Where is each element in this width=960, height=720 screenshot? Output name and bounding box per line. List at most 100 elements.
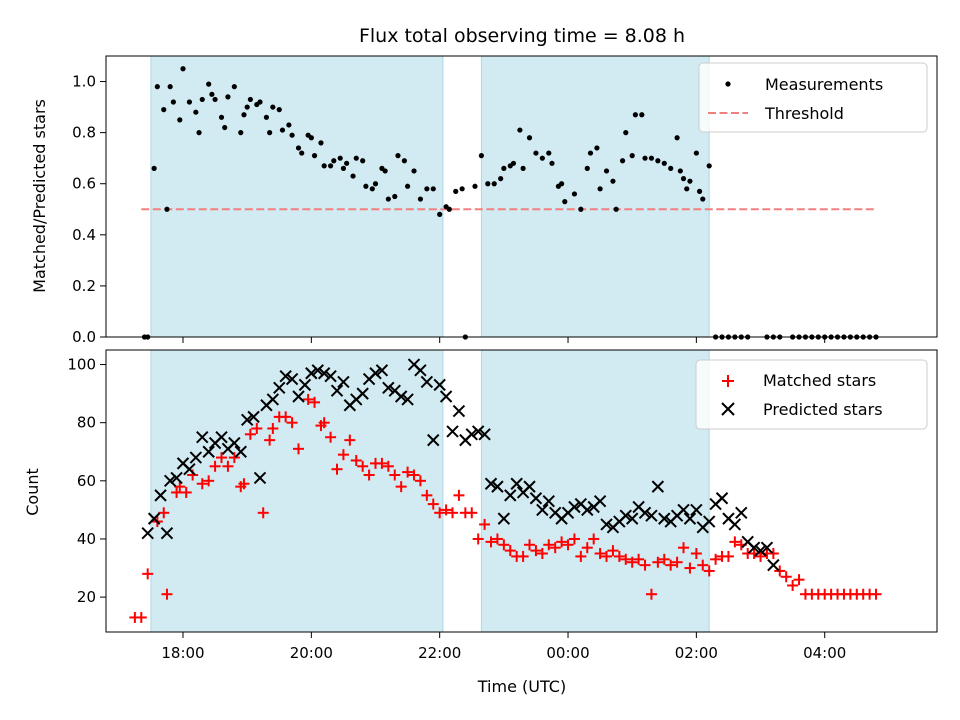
measurement-point-35 — [299, 150, 305, 156]
predicted-point-48 — [446, 425, 459, 438]
measurement-point-110 — [687, 178, 693, 184]
measurement-point-46 — [350, 173, 356, 179]
top-shaded-intervals — [150, 55, 710, 338]
predicted-point-53 — [478, 428, 491, 441]
predicted-point-93 — [735, 506, 748, 520]
matched-point-62 — [524, 539, 536, 551]
top-legend: Measurements Threshold — [698, 62, 928, 133]
measurement-point-114 — [706, 163, 712, 169]
predicted-point-95 — [747, 541, 761, 554]
predicted-point-31 — [337, 375, 350, 389]
matched-point-18 — [244, 428, 256, 440]
measurement-point-8 — [177, 117, 183, 123]
predicted-point-60 — [523, 480, 536, 493]
matched-point-6 — [171, 486, 183, 498]
matched-point-102 — [780, 571, 792, 583]
xtick-label-4: 02:00 — [675, 644, 718, 662]
bottom-ytick-label-3: 80 — [77, 414, 96, 432]
legend-threshold: Threshold — [764, 104, 844, 123]
predicted-point-71 — [593, 494, 607, 508]
predicted-point-43 — [414, 364, 427, 377]
matched-point-33 — [337, 449, 349, 461]
matched-point-49 — [440, 504, 452, 516]
matched-point-36 — [357, 460, 369, 472]
measurement-point-50 — [369, 186, 375, 192]
matched-point-21 — [264, 434, 276, 446]
measurement-point-92 — [597, 186, 603, 192]
measurement-point-44 — [340, 165, 347, 171]
matched-point-28 — [309, 396, 321, 408]
top-ytick-label-5: 1.0 — [72, 73, 96, 91]
chart-title: Flux total observing time = 8.08 h — [359, 25, 685, 47]
measurement-point-107 — [677, 168, 683, 174]
bottom-shade-1 — [480, 349, 710, 633]
matched-point-70 — [575, 550, 587, 562]
predicted-point-23 — [285, 372, 299, 386]
predicted-point-18 — [253, 471, 267, 485]
matched-point-42 — [395, 481, 407, 493]
predicted-point-81 — [658, 512, 671, 525]
matched-point-55 — [479, 518, 491, 530]
measurement-point-23 — [244, 104, 250, 110]
predicted-point-17 — [247, 410, 260, 424]
measurement-point-87 — [571, 191, 578, 197]
measurement-point-81 — [539, 155, 545, 161]
measurement-point-72 — [491, 181, 497, 187]
predicted-point-28 — [317, 367, 331, 380]
predicted-point-27 — [311, 364, 324, 377]
top-axes: 0.0 0.2 0.4 0.6 0.8 1.0 — [72, 73, 826, 346]
measurement-point-45 — [344, 160, 350, 166]
matched-point-34 — [344, 434, 356, 446]
matched-point-91 — [710, 553, 722, 565]
top-ylabel: Matched/Predicted stars — [30, 99, 49, 293]
predicted-point-36 — [369, 367, 382, 380]
matched-point-83 — [658, 553, 670, 565]
measurement-point-38 — [311, 153, 318, 159]
predicted-point-25 — [298, 378, 312, 392]
measurement-point-86 — [562, 199, 568, 205]
bottom-ytick-label-4: 100 — [67, 356, 96, 374]
measurement-point-113 — [700, 196, 706, 202]
predicted-point-72 — [600, 518, 613, 531]
measurement-point-97 — [623, 130, 629, 136]
matched-point-19 — [251, 422, 263, 434]
measurement-point-27 — [263, 114, 270, 120]
measurement-point-89 — [584, 165, 590, 171]
matched-point-26 — [293, 443, 305, 455]
measurement-point-83 — [549, 160, 555, 166]
predicted-point-78 — [638, 506, 652, 520]
top-plot-frame — [105, 55, 938, 338]
predicted-point-9 — [196, 431, 209, 444]
predicted-point-29 — [324, 369, 337, 383]
matched-point-93 — [722, 550, 734, 562]
measurement-point-17 — [218, 114, 225, 120]
measurement-point-48 — [360, 158, 366, 164]
legend-measurement-marker — [725, 81, 731, 87]
predicted-point-15 — [234, 445, 247, 458]
matched-point-45 — [414, 475, 426, 487]
measurement-point-98 — [629, 153, 635, 159]
measurement-point-6 — [167, 84, 173, 90]
bottom-shaded-intervals — [150, 349, 710, 633]
predicted-point-2 — [154, 489, 167, 502]
measurement-point-53 — [382, 168, 388, 174]
measurement-point-43 — [337, 155, 343, 161]
matched-star-points — [129, 393, 882, 623]
matched-point-13 — [216, 452, 228, 464]
measurement-point-54 — [385, 196, 391, 202]
top-shade-0 — [150, 55, 444, 338]
measurement-point-62 — [430, 186, 436, 192]
measurement-point-73 — [498, 176, 504, 182]
measurement-point-106 — [674, 135, 680, 141]
matched-point-57 — [491, 533, 503, 545]
measurement-point-93 — [603, 168, 610, 174]
matched-point-85 — [671, 556, 683, 568]
matched-point-81 — [645, 588, 657, 600]
measurement-point-16 — [212, 96, 218, 103]
matched-point-89 — [697, 559, 709, 571]
measurement-point-32 — [286, 122, 292, 128]
measurement-point-111 — [693, 150, 699, 156]
measurement-point-20 — [231, 84, 237, 90]
matched-point-10 — [196, 478, 208, 490]
matched-point-37 — [363, 469, 375, 481]
